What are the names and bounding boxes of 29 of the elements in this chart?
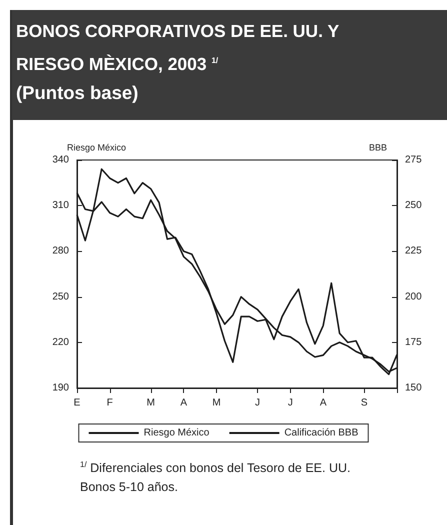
y-tick-label: 190 (52, 382, 70, 394)
y2-tick-label: 275 (405, 154, 422, 166)
legend-label: Calificación BBB (284, 428, 359, 438)
y-axis-title: Riesgo México (67, 142, 126, 152)
x-tick-label: M (146, 398, 156, 408)
chart-title: BONOS CORPORATIVOS DE EE. UU. Y RIESGO MÈXICO, 2003 $^{1/}$ (16, 20, 340, 76)
x-tick-label: J (288, 398, 293, 408)
y-tick-label: 310 (52, 200, 70, 212)
y2-tick-label: 200 (405, 291, 422, 302)
x-tick-label: A (180, 398, 188, 408)
y2-axis-title: BBB (368, 142, 387, 152)
y2-tick-label: 250 (405, 200, 422, 212)
chart-subtitle: (Puntos base) (16, 82, 138, 104)
text: $^{1/}$ Diferenciales con bonos del Tesoro de EE. UU. (80, 459, 350, 478)
text: Bonos 5-10 años. (80, 479, 179, 496)
y-tick-label: 280 (52, 246, 70, 257)
x-tick-label: M (212, 398, 221, 408)
y2-tick-label: 150 (405, 382, 422, 394)
legend-label: Riesgo México (144, 428, 210, 438)
y2-tick-label: 225 (405, 246, 422, 257)
x-tick-label: A (320, 398, 327, 408)
x-tick-label: F (106, 398, 113, 408)
x-tick-label: E (74, 398, 81, 408)
x-tick-label: S (360, 398, 368, 408)
y2-tick-label: 175 (405, 336, 422, 348)
y-tick-label: 340 (52, 154, 70, 166)
x-tick-label: J (255, 398, 260, 408)
y-tick-label: 250 (52, 291, 70, 302)
y-tick-label: 220 (52, 336, 70, 348)
